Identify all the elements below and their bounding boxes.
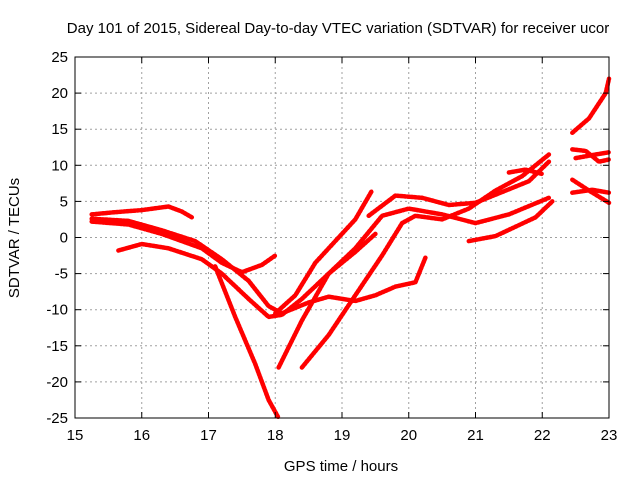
x-axis-label: GPS time / hours [284, 458, 398, 475]
series-core-track-j [467, 200, 554, 243]
y-tick-label: 0 [60, 230, 68, 247]
y-tick-label: -15 [46, 338, 68, 355]
series-core-track-p [574, 151, 610, 160]
y-tick-label: -25 [46, 410, 68, 427]
series-core-track-k [507, 168, 544, 175]
series-core-track-l [571, 77, 610, 134]
tick-layer: 15 16 17 18 19 20 21 22 23 -25 -20 -15 -10 -5 0 5 10 15 20… [46, 49, 617, 444]
y-tick-label: -10 [46, 302, 68, 319]
x-tick-label: 20 [400, 427, 417, 444]
x-tick-label: 17 [200, 427, 217, 444]
x-tick-label: 22 [534, 427, 551, 444]
series-core-track-n [571, 188, 610, 194]
series-core-track-o [571, 178, 610, 204]
series-core-track-h [300, 153, 550, 369]
x-tick-label: 16 [133, 427, 150, 444]
series-core-track-g [277, 196, 550, 369]
series-layer [89, 76, 612, 421]
series-line-track-l [570, 76, 612, 136]
chart-title: Day 101 of 2015, Sidereal Day-to-day VTE… [67, 20, 609, 37]
y-tick-label: 5 [60, 193, 68, 210]
y-tick-label: 10 [51, 157, 68, 174]
y-tick-label: 25 [51, 49, 68, 66]
x-tick-label: 19 [334, 427, 351, 444]
series-line-track-c [89, 219, 278, 275]
series-core-track-a [90, 205, 193, 219]
series-core-track-f [274, 189, 373, 315]
y-tick-label: 15 [51, 121, 68, 138]
y-tick-label: -20 [46, 374, 68, 391]
grid-layer [75, 57, 609, 418]
series-core-track-e [214, 265, 280, 419]
series-core-track-c [90, 220, 277, 274]
x-tick-label: 18 [267, 427, 284, 444]
x-tick-label: 21 [467, 427, 484, 444]
y-axis-label: SDTVAR / TECUs [6, 178, 23, 298]
x-tick-label: 15 [67, 427, 84, 444]
y-tick-label: 20 [51, 85, 68, 102]
y-tick-label: -5 [55, 266, 68, 283]
series-core-track-d [117, 232, 377, 318]
x-tick-label: 23 [601, 427, 618, 444]
series-line-track-a [89, 204, 195, 220]
series-core-track-i [367, 160, 550, 217]
